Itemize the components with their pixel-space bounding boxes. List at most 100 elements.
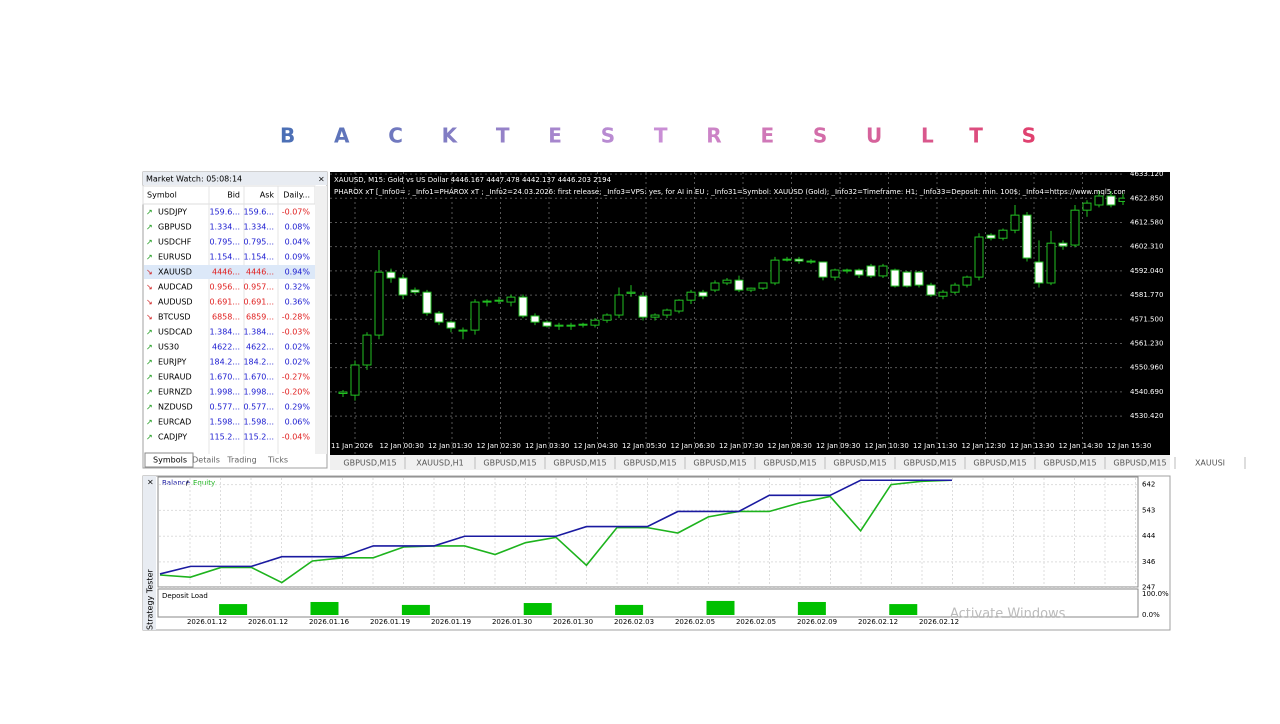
symbol[interactable]: BTCUSD	[158, 313, 191, 322]
column-title: Symbol	[147, 191, 177, 200]
symbol[interactable]: USDCHF	[158, 238, 192, 247]
chart-tab[interactable]: GBPUSD,M15	[693, 459, 746, 468]
candle-body	[410, 289, 420, 293]
time-label: 12 Jan 07:30	[719, 442, 763, 450]
candle-body	[506, 296, 516, 303]
tab[interactable]: Ticks	[267, 456, 288, 465]
bid: 0.691...	[209, 298, 240, 307]
tick-arrow: ↗	[146, 403, 153, 412]
tab[interactable]: Details	[192, 456, 220, 465]
candle-body	[950, 284, 960, 293]
bid: 115.2...	[209, 433, 240, 442]
tick-arrow: ↗	[146, 343, 153, 352]
symbol[interactable]: AUDUSD	[158, 298, 193, 307]
symbol[interactable]: US30	[158, 343, 179, 352]
daily-change: -0.28%	[282, 313, 311, 322]
candle-body	[1058, 242, 1068, 247]
price-label: 4602.310	[1130, 243, 1163, 251]
chart-tab[interactable]: GBPUSD,M15	[343, 459, 396, 468]
balance-tick: 543	[1142, 506, 1155, 514]
tick-arrow: ↗	[146, 373, 153, 382]
symbol[interactable]: CADJPY	[158, 433, 187, 442]
chart-tab[interactable]: GBPUSD,M15	[903, 459, 956, 468]
price-label: 4530.420	[1130, 412, 1163, 420]
tick-arrow: ↗	[146, 238, 153, 247]
time-label: 12 Jan 09:30	[816, 442, 860, 450]
candle-body	[1106, 195, 1116, 206]
deposit-tick: 100.0%	[1142, 590, 1169, 598]
chart-tab[interactable]: GBPUSD,M15	[1113, 459, 1166, 468]
ask: 0.795...	[243, 238, 274, 247]
market-watch	[142, 171, 328, 469]
tick-arrow: ↘	[146, 313, 153, 322]
chart-tab[interactable]: GBPUSD,M15	[623, 459, 676, 468]
candle-body	[842, 269, 852, 272]
close-icon[interactable]: ×	[147, 478, 154, 487]
candle-body	[1046, 242, 1056, 284]
candle-body	[794, 258, 804, 262]
candle-body	[902, 271, 912, 287]
chart-tab[interactable]: XAUUSI	[1195, 459, 1225, 468]
candle-body	[854, 269, 864, 276]
candle-body	[482, 300, 492, 303]
time-label: 12 Jan 14:30	[1059, 442, 1103, 450]
daily-change: 0.04%	[285, 238, 311, 247]
date-label: 2026.01.30	[553, 618, 593, 626]
symbol[interactable]: EURCAD	[158, 418, 191, 427]
deposit-bar	[706, 600, 735, 615]
chart-tab[interactable]: GBPUSD,M15	[763, 459, 816, 468]
deposit-bar	[310, 601, 339, 615]
ask: 4446...	[246, 268, 274, 277]
price-label: 4592.040	[1130, 267, 1163, 275]
time-label: 12 Jan 01:30	[428, 442, 472, 450]
deposit-bar	[401, 604, 430, 615]
symbol[interactable]: GBPUSD	[158, 223, 192, 232]
candle-body	[962, 276, 972, 286]
candle-body	[734, 279, 744, 291]
symbol[interactable]: AUDCAD	[158, 283, 193, 292]
date-label: 2026.02.05	[675, 618, 715, 626]
symbol[interactable]: EURJPY	[158, 358, 186, 367]
price-label: 4581.770	[1130, 291, 1163, 299]
daily-change: 0.02%	[285, 358, 311, 367]
tab[interactable]: Trading	[226, 456, 256, 465]
candle-body	[554, 324, 564, 327]
candle-body	[1118, 197, 1125, 202]
candle-body	[494, 299, 504, 302]
close-icon[interactable]: ×	[318, 175, 325, 184]
symbol[interactable]: EURAUD	[158, 373, 192, 382]
deposit-bar	[797, 601, 826, 615]
candle-body	[638, 295, 648, 318]
ask: 1.598...	[243, 418, 274, 427]
candle-body	[446, 321, 456, 329]
chart-tab[interactable]: GBPUSD,M15	[1043, 459, 1096, 468]
symbol[interactable]: EURNZD	[158, 388, 192, 397]
price-label: 4612.580	[1130, 218, 1163, 226]
tab[interactable]: Symbols	[153, 456, 187, 465]
bid: 1.598...	[209, 418, 240, 427]
symbol[interactable]: USDCAD	[158, 328, 192, 337]
column-title: Daily...	[283, 191, 310, 200]
chart-tab[interactable]: GBPUSD,M15	[833, 459, 886, 468]
symbol[interactable]: EURUSD	[158, 253, 192, 262]
chart-tab[interactable]: GBPUSD,M15	[553, 459, 606, 468]
daily-change: 0.36%	[285, 298, 311, 307]
chart-tab[interactable]: XAUUSD,H1	[416, 459, 464, 468]
bid: 4446...	[212, 268, 240, 277]
candle-body	[926, 284, 936, 296]
symbol[interactable]: NZDUSD	[158, 403, 193, 412]
chart-tab[interactable]: GBPUSD,M15	[973, 459, 1026, 468]
scrollbar[interactable]	[315, 186, 327, 454]
candle-body	[770, 259, 780, 284]
ask: 0.691...	[243, 298, 274, 307]
price-label: 4550.960	[1130, 364, 1163, 372]
candle-body	[698, 291, 708, 297]
symbol[interactable]: USDJPY	[158, 208, 187, 217]
tick-arrow: ↘	[146, 283, 153, 292]
symbol[interactable]: XAUUSD	[158, 268, 192, 277]
bid: 6858...	[212, 313, 240, 322]
chart-tab[interactable]: GBPUSD,M15	[483, 459, 536, 468]
chart-area	[330, 172, 1125, 455]
balance-line	[159, 479, 952, 575]
ask: 1.384...	[243, 328, 274, 337]
